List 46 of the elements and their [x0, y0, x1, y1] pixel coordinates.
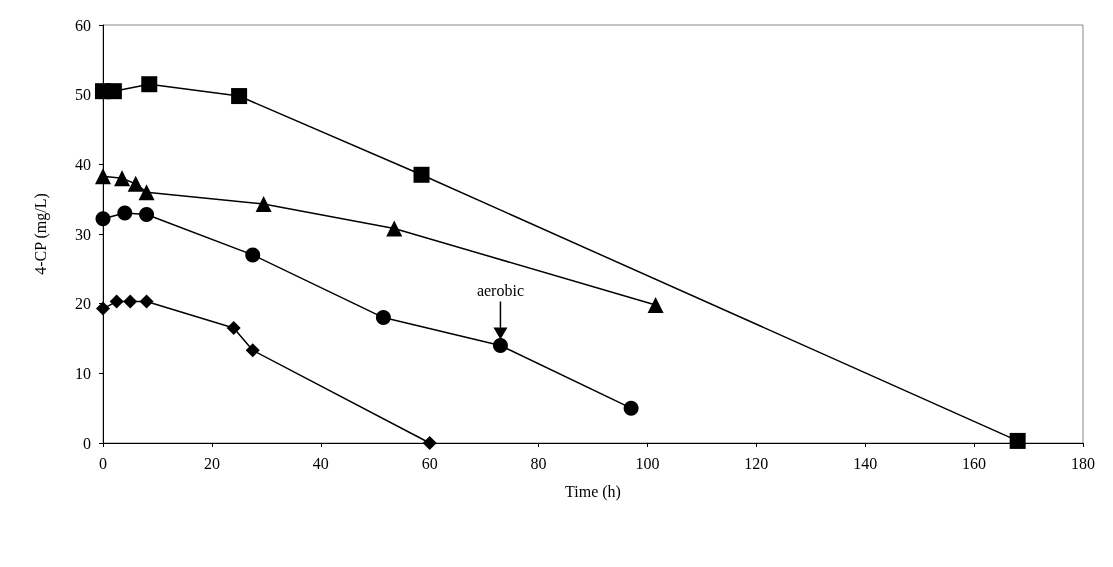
- x-tick-label: 120: [744, 454, 769, 472]
- point: [375, 310, 391, 326]
- point: [623, 400, 639, 416]
- point: [123, 294, 138, 309]
- point: [1009, 432, 1026, 449]
- point: [386, 220, 403, 237]
- point: [127, 175, 144, 192]
- point: [139, 294, 154, 309]
- y-tick-label: 20: [75, 295, 91, 313]
- y-tick-label: 0: [83, 434, 91, 452]
- y-axis-title: 4-CP (mg/L): [31, 193, 50, 275]
- point: [226, 321, 241, 336]
- point: [105, 83, 122, 100]
- y-tick-label: 60: [75, 16, 91, 34]
- x-tick-label: 160: [962, 454, 987, 472]
- point: [95, 168, 111, 185]
- x-tick-label: 100: [635, 454, 660, 472]
- point: [139, 207, 155, 222]
- point: [95, 211, 111, 227]
- point: [413, 166, 430, 183]
- point: [96, 301, 110, 316]
- point: [141, 76, 158, 93]
- point: [422, 436, 437, 450]
- y-tick-label: 50: [75, 86, 91, 104]
- x-tick-label: 60: [421, 454, 438, 472]
- point: [117, 205, 133, 221]
- y-tick-label: 30: [75, 225, 91, 243]
- point: [231, 88, 248, 105]
- x-tick-label: 20: [203, 454, 220, 472]
- y-tick-label: 10: [75, 364, 91, 382]
- point: [138, 184, 155, 201]
- point: [492, 337, 508, 353]
- point: [114, 170, 131, 187]
- x-tick-label: 40: [312, 454, 329, 472]
- x-tick-label: 0: [99, 454, 107, 472]
- annotation: aerobic: [476, 281, 524, 299]
- point: [109, 294, 124, 309]
- x-tick-label: 80: [530, 454, 547, 472]
- x-axis-title: Time (h): [565, 482, 621, 501]
- y-tick-label: 40: [75, 155, 91, 173]
- point: [647, 297, 664, 314]
- x-tick-label: 140: [853, 454, 878, 472]
- point: [245, 343, 260, 358]
- point: [255, 196, 272, 213]
- x-tick-label: 180: [1071, 454, 1095, 472]
- point: [245, 247, 261, 263]
